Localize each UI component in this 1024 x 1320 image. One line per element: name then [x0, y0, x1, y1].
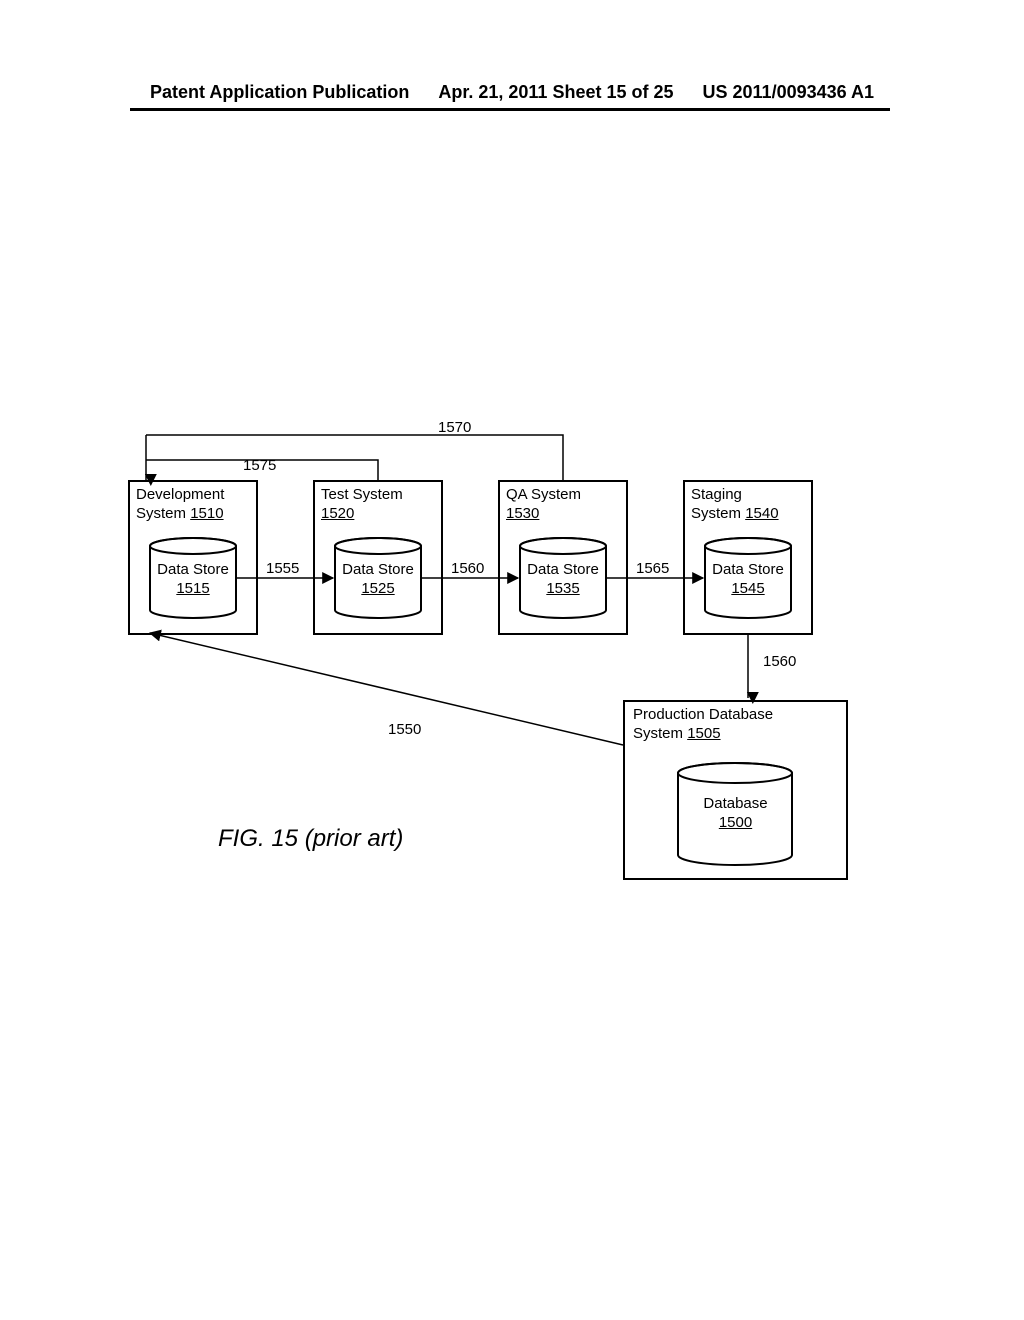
- label-production-system: Production Database System 1505: [633, 706, 773, 744]
- label-staging-title: Staging: [691, 486, 742, 503]
- header-right: US 2011/0093436 A1: [703, 82, 874, 102]
- label-prod-title: Production Database: [633, 706, 773, 723]
- edge-1570: [146, 435, 563, 480]
- edge-label-1555: 1555: [266, 560, 299, 577]
- header-text: Patent Application Publication Apr. 21, …: [138, 82, 886, 103]
- cyl-staging-num: 1545: [731, 580, 764, 597]
- edge-label-1560b: 1560: [763, 653, 796, 670]
- label-dev-num: 1510: [190, 505, 223, 522]
- label-qa-title: QA System: [506, 486, 581, 503]
- label-test-num: 1520: [321, 505, 354, 522]
- cyl-label-production: Database 1500: [678, 795, 793, 833]
- header-rule: [130, 108, 890, 111]
- label-prod-sub: System: [633, 725, 683, 742]
- page: Patent Application Publication Apr. 21, …: [0, 0, 1024, 1320]
- label-dev-sub: System: [136, 505, 186, 522]
- header-middle: Apr. 21, 2011 Sheet 15 of 25: [438, 82, 673, 102]
- cyl-prod-num: 1500: [719, 814, 752, 831]
- label-prod-num: 1505: [687, 725, 720, 742]
- cyl-prod-text: Database: [703, 795, 767, 812]
- label-test-system: Test System 1520: [321, 486, 403, 524]
- cyl-staging-text: Data Store: [712, 561, 784, 578]
- box-production-system: Production Database System 1505: [623, 700, 848, 880]
- figure-diagram: Development System 1510 Test System 1520…: [128, 425, 898, 895]
- edge-1550: [150, 633, 623, 745]
- cyl-test-text: Data Store: [342, 561, 414, 578]
- edge-label-1575: 1575: [243, 457, 276, 474]
- edge-label-1550: 1550: [388, 721, 421, 738]
- cyl-qa-text: Data Store: [527, 561, 599, 578]
- cyl-label-dev: Data Store 1515: [150, 561, 236, 599]
- label-development-system: Development System 1510: [136, 486, 224, 524]
- box-development-system: Development System 1510: [128, 480, 258, 635]
- edge-label-1565: 1565: [636, 560, 669, 577]
- label-qa-system: QA System 1530: [506, 486, 581, 524]
- page-header: Patent Application Publication Apr. 21, …: [0, 82, 1024, 103]
- cyl-label-qa: Data Store 1535: [520, 561, 606, 599]
- cyl-label-test: Data Store 1525: [335, 561, 421, 599]
- cyl-test-num: 1525: [361, 580, 394, 597]
- cyl-dev-text: Data Store: [157, 561, 229, 578]
- edge-label-1560a: 1560: [451, 560, 484, 577]
- figure-caption: FIG. 15 (prior art): [218, 825, 403, 853]
- edge-label-1570: 1570: [438, 419, 471, 436]
- label-test-title: Test System: [321, 486, 403, 503]
- box-staging-system: Staging System 1540: [683, 480, 813, 635]
- box-qa-system: QA System 1530: [498, 480, 628, 635]
- cyl-label-staging: Data Store 1545: [705, 561, 791, 599]
- box-test-system: Test System 1520: [313, 480, 443, 635]
- cyl-dev-num: 1515: [176, 580, 209, 597]
- label-staging-system: Staging System 1540: [691, 486, 779, 524]
- cyl-qa-num: 1535: [546, 580, 579, 597]
- label-dev-title: Development: [136, 486, 224, 503]
- label-staging-num: 1540: [745, 505, 778, 522]
- label-staging-sub: System: [691, 505, 741, 522]
- header-left: Patent Application Publication: [150, 82, 409, 102]
- label-qa-num: 1530: [506, 505, 539, 522]
